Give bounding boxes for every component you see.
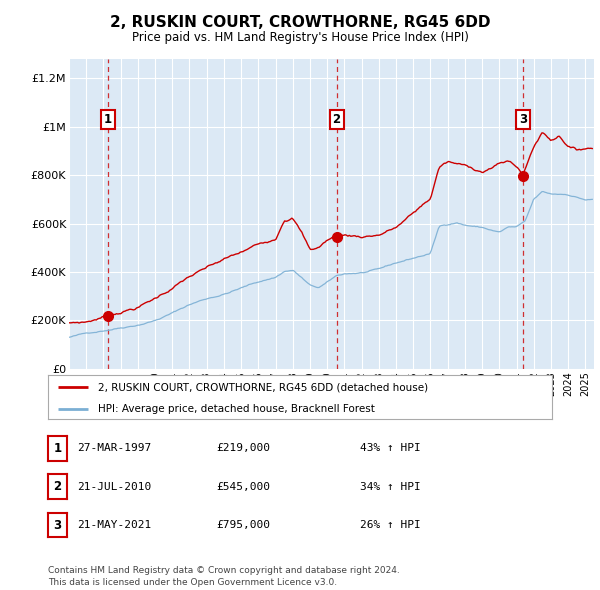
Text: 3: 3 xyxy=(519,113,527,126)
Text: 21-MAY-2021: 21-MAY-2021 xyxy=(77,520,151,530)
Text: 34% ↑ HPI: 34% ↑ HPI xyxy=(360,482,421,491)
Text: Price paid vs. HM Land Registry's House Price Index (HPI): Price paid vs. HM Land Registry's House … xyxy=(131,31,469,44)
Text: 26% ↑ HPI: 26% ↑ HPI xyxy=(360,520,421,530)
Text: 2: 2 xyxy=(332,113,341,126)
Text: 27-MAR-1997: 27-MAR-1997 xyxy=(77,444,151,453)
Text: 43% ↑ HPI: 43% ↑ HPI xyxy=(360,444,421,453)
Text: £545,000: £545,000 xyxy=(216,482,270,491)
Text: 1: 1 xyxy=(53,442,62,455)
Text: 2, RUSKIN COURT, CROWTHORNE, RG45 6DD: 2, RUSKIN COURT, CROWTHORNE, RG45 6DD xyxy=(110,15,490,30)
Text: 3: 3 xyxy=(53,519,62,532)
Text: £219,000: £219,000 xyxy=(216,444,270,453)
Text: 2, RUSKIN COURT, CROWTHORNE, RG45 6DD (detached house): 2, RUSKIN COURT, CROWTHORNE, RG45 6DD (d… xyxy=(98,382,428,392)
Text: Contains HM Land Registry data © Crown copyright and database right 2024.
This d: Contains HM Land Registry data © Crown c… xyxy=(48,566,400,587)
Text: 1: 1 xyxy=(103,113,112,126)
Text: HPI: Average price, detached house, Bracknell Forest: HPI: Average price, detached house, Brac… xyxy=(98,404,375,414)
Text: 2: 2 xyxy=(53,480,62,493)
Text: 21-JUL-2010: 21-JUL-2010 xyxy=(77,482,151,491)
Text: £795,000: £795,000 xyxy=(216,520,270,530)
